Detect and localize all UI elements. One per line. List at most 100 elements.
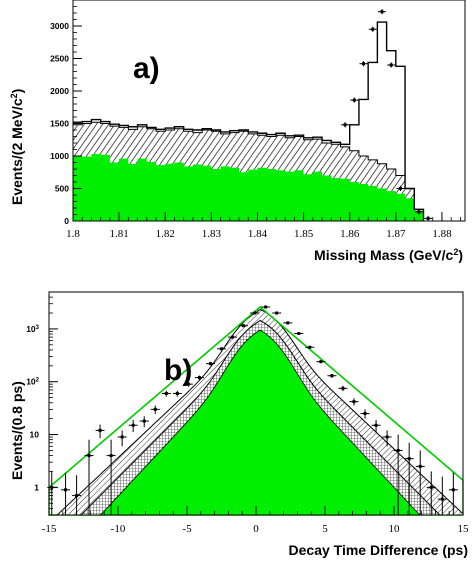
data-point-marker (352, 400, 356, 404)
data-point (415, 450, 425, 515)
data-point (239, 324, 249, 328)
data-point (305, 345, 315, 349)
x-tick-label: 10 (389, 523, 401, 535)
data-point (341, 122, 350, 128)
panel-b-axes: -15 -10 -5 0 5 10 15 1 10 102 103 (26, 296, 469, 535)
y-tick-label: 1 (34, 482, 39, 492)
data-point (338, 385, 348, 392)
data-point-marker (429, 485, 433, 489)
data-point (424, 215, 433, 221)
data-point (404, 442, 414, 515)
data-point-marker (64, 488, 68, 492)
data-point-marker (319, 360, 323, 364)
data-point-marker (153, 407, 157, 411)
data-point (61, 472, 71, 515)
x-tick-label: 1.88 (432, 228, 452, 240)
data-point (377, 9, 386, 15)
data-point-marker (371, 27, 375, 31)
data-point-marker (220, 347, 223, 351)
panel-a-label: a) (133, 52, 160, 85)
x-tick-label: -15 (42, 523, 57, 535)
y-tick-label: 2000 (50, 86, 69, 96)
data-point (84, 439, 94, 515)
data-point (316, 360, 326, 364)
data-point (139, 416, 149, 428)
data-point (150, 405, 160, 414)
data-point (217, 347, 226, 351)
data-point (106, 439, 116, 515)
data-point (396, 185, 405, 192)
y-tick-label: 1000 (50, 151, 69, 161)
data-point (261, 305, 271, 309)
data-point (437, 476, 447, 515)
panel-b: -15 -10 -5 0 5 10 15 1 10 102 103 b) Decay Time Di… (9, 291, 469, 558)
x-tick-label: 1.86 (340, 228, 360, 240)
data-point-marker (374, 423, 378, 427)
x-tick-label: 0 (253, 523, 259, 535)
data-point (360, 409, 370, 419)
data-point (414, 209, 423, 215)
data-point-marker (308, 345, 312, 349)
data-point (205, 362, 215, 366)
data-point (194, 375, 204, 380)
data-point-marker (362, 62, 366, 66)
data-point-marker (352, 98, 356, 102)
x-tick-label: 1.8 (66, 228, 80, 240)
y-tick-label: 103 (26, 324, 39, 334)
data-point-marker (98, 428, 102, 432)
data-point (448, 472, 458, 515)
x-tick-label: 1.81 (109, 228, 128, 240)
data-point-marker (389, 63, 393, 67)
y-tick-label: 10 (30, 430, 40, 440)
data-point-marker (175, 391, 179, 395)
data-point (183, 381, 193, 387)
data-point-marker (330, 374, 334, 378)
data-point (327, 373, 337, 378)
x-tick-label: 1.82 (156, 228, 175, 240)
data-point-marker (451, 488, 455, 492)
data-point-marker (407, 457, 411, 461)
data-point (371, 419, 381, 433)
data-point (387, 62, 396, 68)
data-point-marker (426, 216, 430, 220)
panel-a-fills (72, 121, 424, 222)
x-tick-label: 5 (322, 523, 328, 535)
panel-b-xlabel: Decay Time Difference (ps) (289, 542, 468, 558)
data-point (128, 419, 138, 433)
data-point-marker (385, 435, 389, 439)
data-point-marker (440, 497, 444, 501)
data-point-marker (380, 10, 384, 14)
data-point-marker (253, 311, 257, 315)
data-point-marker (164, 391, 168, 395)
panel-a-lines (73, 21, 425, 221)
data-point-marker (131, 423, 135, 427)
total-fit-histogram (73, 21, 425, 221)
data-point-marker (363, 412, 367, 416)
data-point (349, 398, 359, 406)
x-tick-label: 1.83 (202, 228, 222, 240)
green-signal-area (49, 329, 463, 516)
panel-a-axes: 1.8 1.81 1.82 1.83 1.84 1.85 1.86 1.87 1.88 0 500 1… (50, 0, 461, 240)
data-point (272, 311, 282, 315)
x-tick-label: -10 (111, 523, 126, 535)
data-point (95, 424, 105, 439)
data-point (359, 61, 368, 67)
data-point-marker (208, 362, 212, 366)
data-point (172, 390, 182, 397)
data-point (393, 434, 403, 515)
data-point-marker (286, 321, 290, 325)
data-point-marker (75, 494, 79, 498)
data-point-marker (87, 454, 91, 458)
total-fit-curve (48, 305, 464, 488)
data-point-marker (341, 386, 345, 390)
data-point-marker (417, 210, 421, 214)
y-tick-label: 2500 (50, 54, 69, 64)
data-point-marker (297, 331, 301, 335)
green-signal-area (73, 154, 424, 221)
data-point (350, 97, 359, 103)
y-tick-label: 0 (64, 216, 69, 226)
data-point-marker (396, 448, 400, 452)
data-point (382, 430, 392, 447)
y-tick-label: 102 (26, 377, 39, 387)
data-point-marker (120, 435, 124, 439)
